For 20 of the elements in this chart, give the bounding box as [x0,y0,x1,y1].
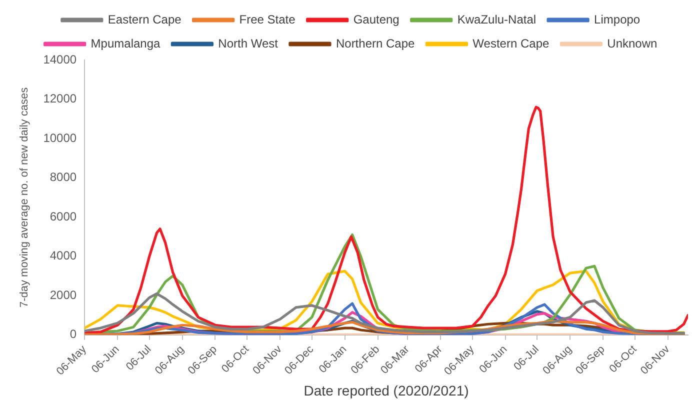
legend-label: Free State [239,12,296,26]
y-tick-label: 10000 [43,130,77,145]
y-axis-title: 7-day moving average no. of new daily cases [18,86,31,308]
y-tick-label: 14000 [43,52,77,66]
y-tick-label: 4000 [50,248,77,263]
y-tick-label: 12000 [43,92,77,106]
x-axis-title: Date reported (2020/2021) [304,382,469,398]
legend-label: Eastern Cape [108,12,182,26]
y-tick-label: 2000 [50,288,77,302]
legend-label: Western Cape [472,36,550,50]
y-tick-label: 8000 [50,170,77,184]
legend-label: Northern Cape [336,36,416,50]
legend-label: Gauteng [353,12,400,26]
legend-label: North West [218,36,279,50]
legend-label: KwaZulu-Natal [457,12,536,26]
y-tick-label: 6000 [50,209,77,224]
y-tick-label: 0 [70,327,77,342]
legend-label: Mpumalanga [90,36,161,50]
legend-label: Unknown [607,36,658,50]
legend-label: Limpopo [594,12,640,26]
